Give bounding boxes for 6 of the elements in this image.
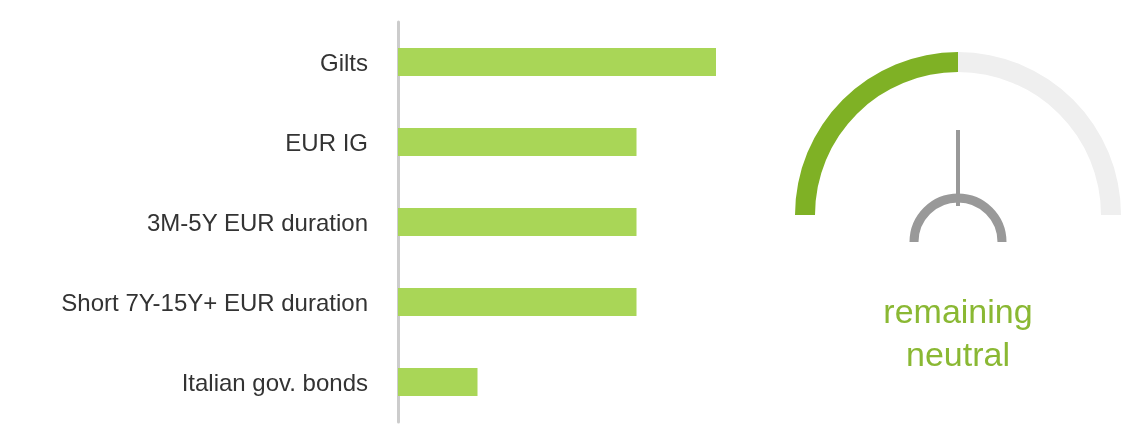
y-tick-label: EUR IG (285, 128, 368, 156)
text: remaining neutral (882, 291, 1034, 375)
y-tick-label: Gilts (320, 48, 368, 76)
y-tick-label: Short 7Y-15Y+ EUR duration (61, 288, 368, 316)
y-tick-label: 3M-5Y EUR duration (147, 208, 368, 236)
y-tick-label: Italian gov. bonds (181, 368, 368, 396)
